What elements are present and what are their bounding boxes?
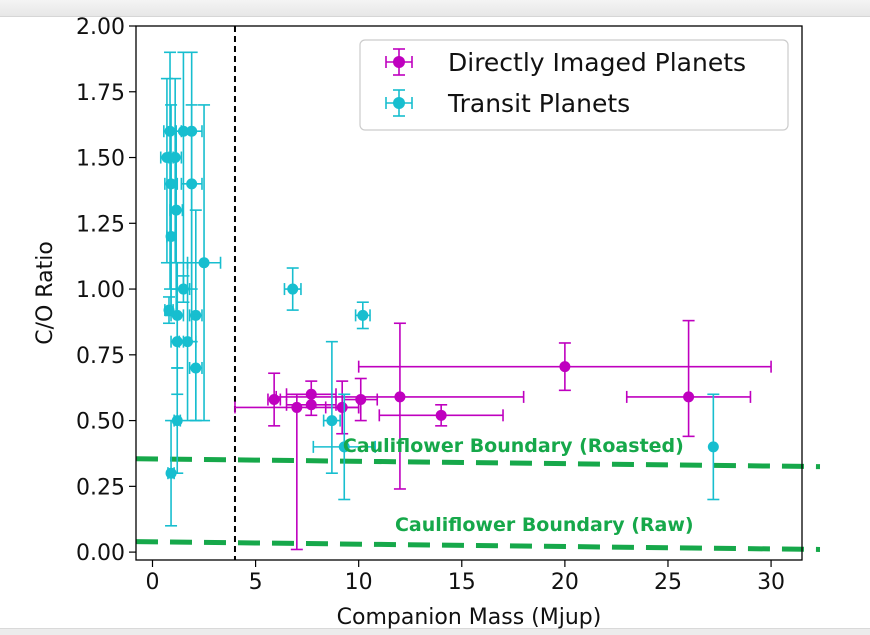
y-tick-label: 0.50 (76, 410, 125, 435)
data-point (163, 51, 178, 290)
data-point (180, 104, 203, 343)
boundary-line-raw (135, 539, 821, 552)
marker (394, 391, 406, 403)
x-tick-label: 25 (654, 570, 682, 595)
x-tick-label: 15 (448, 570, 476, 595)
x-tick-label: 30 (757, 570, 785, 595)
data-point (174, 51, 193, 290)
marker (326, 415, 338, 427)
y-tick-label: 1.00 (76, 278, 125, 303)
data-point (625, 319, 752, 438)
data-point (283, 267, 302, 311)
series-layer (159, 51, 772, 551)
legend-box (359, 39, 789, 131)
data-point (378, 403, 504, 427)
marker (177, 283, 189, 295)
x-tick-label: 0 (145, 570, 159, 595)
marker (683, 391, 695, 403)
data-point (357, 342, 772, 392)
marker (171, 415, 183, 427)
marker (707, 441, 719, 453)
marker (287, 283, 299, 295)
marker (190, 362, 202, 374)
marker (355, 394, 367, 406)
window-top-strip (0, 0, 870, 17)
y-tick-label: 0.75 (76, 344, 125, 369)
marker (305, 399, 317, 411)
marker (338, 441, 350, 453)
data-point (188, 314, 203, 422)
y-tick-label: 1.50 (76, 147, 125, 172)
data-point (275, 322, 525, 490)
x-tick-label: 5 (249, 570, 263, 595)
annotation-layer: Cauliflower Boundary (Roasted) Cauliflowe… (343, 435, 694, 536)
legend-marker (393, 97, 405, 109)
legend-label: Transit Planets (447, 89, 630, 118)
boundary-layer (135, 456, 821, 552)
legend-entry: Directly Imaged Planets (385, 48, 746, 77)
boundary-label-roasted: Cauliflower Boundary (Roasted) (343, 435, 684, 457)
axis-layer: 0 5 10 15 20 25 30 0.00 0.25 0.50 0.75 1.00 1.25 1.50… (33, 15, 785, 630)
series-directly-imaged (234, 319, 772, 551)
marker (198, 257, 210, 269)
y-axis-label: C/O Ratio (33, 241, 58, 345)
data-point (707, 393, 720, 501)
data-point (322, 340, 341, 474)
marker (559, 361, 571, 373)
legend: Directly Imaged Planets Transit Planets (359, 39, 789, 131)
marker (268, 394, 280, 406)
data-point (312, 393, 376, 501)
marker (291, 401, 303, 413)
x-tick-label: 20 (551, 570, 579, 595)
marker (336, 401, 348, 413)
marker (357, 309, 369, 321)
marker (164, 125, 176, 137)
legend-label: Directly Imaged Planets (448, 48, 746, 77)
data-point (162, 296, 175, 325)
boundary-label-raw: Cauliflower Boundary (Raw) (395, 514, 694, 536)
series-transit (159, 51, 720, 527)
y-tick-label: 1.75 (76, 81, 125, 106)
data-point (171, 367, 184, 474)
data-point (285, 393, 337, 417)
y-tick-label: 1.25 (76, 212, 125, 237)
y-tick-label: 2.00 (76, 15, 125, 40)
legend-entry: Transit Planets (385, 89, 630, 118)
data-point (354, 301, 371, 330)
y-tick-label: 0.25 (76, 475, 125, 500)
marker (165, 230, 177, 242)
marker (186, 178, 198, 190)
plot-frame (135, 25, 803, 561)
marker (170, 204, 182, 216)
data-point (186, 104, 222, 422)
boundary-line-roasted (135, 456, 821, 470)
x-tick-label: 10 (345, 570, 373, 595)
y-tick-label: 0.00 (76, 541, 125, 566)
data-point (343, 377, 379, 422)
marker (435, 409, 447, 421)
x-axis-label: Companion Mass (Mjup) (337, 605, 602, 630)
legend-marker (393, 56, 405, 68)
window-bottom-strip (0, 628, 870, 635)
data-point (267, 372, 282, 427)
marker (165, 467, 177, 479)
marker (169, 152, 181, 164)
